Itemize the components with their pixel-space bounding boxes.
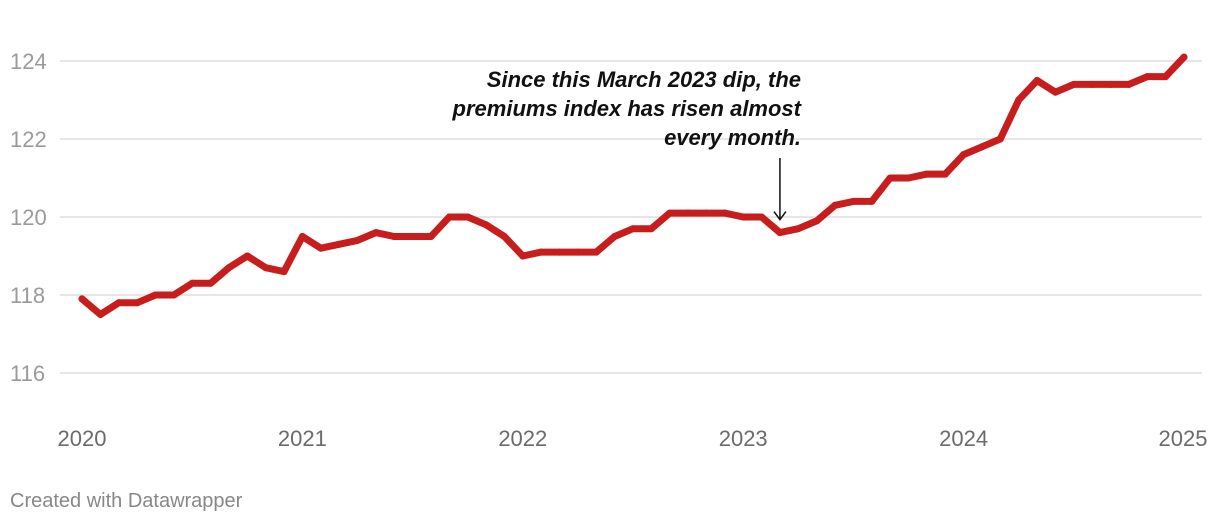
data-point xyxy=(188,279,196,287)
data-point xyxy=(1107,80,1114,88)
data-point xyxy=(1088,80,1096,88)
y-tick-label: 116 xyxy=(10,361,45,386)
data-point xyxy=(721,209,729,217)
data-point xyxy=(1070,80,1078,88)
x-tick-label: 2023 xyxy=(719,426,768,451)
data-point xyxy=(317,244,325,252)
data-point xyxy=(629,225,637,233)
data-point xyxy=(684,209,692,217)
annotation-text-line: premiums index has risen almost xyxy=(452,96,803,121)
annotation-layer: Since this March 2023 dip, the premiums i… xyxy=(452,67,803,221)
data-point xyxy=(445,213,453,221)
data-point xyxy=(225,264,233,272)
data-point xyxy=(758,213,766,221)
data-point xyxy=(537,248,545,256)
data-point xyxy=(298,233,306,240)
data-point xyxy=(1125,80,1133,88)
x-tick-label: 2025 xyxy=(1159,426,1208,451)
data-point xyxy=(243,252,251,260)
data-point xyxy=(390,233,398,240)
x-tick-label: 2020 xyxy=(58,426,107,451)
data-point xyxy=(207,279,215,287)
data-point xyxy=(923,170,931,178)
data-point xyxy=(372,229,380,237)
data-point xyxy=(849,197,857,205)
x-axis-ticks: 2020 2021 2022 2023 2024 2025 xyxy=(58,426,1208,451)
y-axis-ticks: 116 118 120 122 124 xyxy=(10,49,47,386)
data-point xyxy=(519,252,527,260)
data-point xyxy=(115,299,123,307)
data-point xyxy=(280,268,288,276)
data-point xyxy=(170,291,178,299)
data-point xyxy=(1033,77,1041,84)
data-point xyxy=(78,295,86,303)
data-point xyxy=(482,221,490,229)
data-point xyxy=(556,248,563,256)
annotation-text-line: Since this March 2023 dip, the xyxy=(487,67,801,92)
data-point xyxy=(500,233,508,240)
data-point xyxy=(739,213,747,221)
data-point xyxy=(960,151,968,159)
data-point xyxy=(427,233,435,240)
series-layer xyxy=(78,53,1188,318)
data-point xyxy=(1162,73,1170,81)
data-point xyxy=(666,209,674,217)
data-point xyxy=(886,174,894,182)
x-tick-label: 2024 xyxy=(939,426,988,451)
data-point xyxy=(813,217,821,225)
data-point xyxy=(354,236,361,244)
data-point xyxy=(262,264,270,272)
data-point xyxy=(647,225,655,233)
data-point xyxy=(1051,88,1059,96)
data-point xyxy=(1015,96,1023,104)
data-point xyxy=(905,174,912,182)
y-tick-label: 124 xyxy=(10,49,47,74)
footer-credit: Created with Datawrapper xyxy=(10,490,243,512)
data-point xyxy=(611,233,619,240)
x-tick-label: 2022 xyxy=(498,426,547,451)
series-points xyxy=(78,53,1188,318)
data-point xyxy=(794,225,802,233)
data-point xyxy=(592,248,600,256)
data-point xyxy=(978,143,986,151)
data-point xyxy=(868,197,876,205)
data-point xyxy=(335,240,343,248)
data-point xyxy=(574,248,582,256)
data-point xyxy=(703,209,710,217)
gridlines xyxy=(60,60,1202,374)
data-point xyxy=(1180,53,1188,61)
data-point xyxy=(464,213,472,221)
annotation-arrow-head xyxy=(773,211,787,221)
data-point xyxy=(831,201,839,209)
data-point xyxy=(96,311,104,318)
annotation-text-line: every month. xyxy=(664,125,801,150)
y-tick-label: 118 xyxy=(10,283,45,308)
data-point xyxy=(776,229,784,237)
data-point xyxy=(409,233,417,240)
data-point xyxy=(152,291,159,299)
data-point xyxy=(1143,73,1151,81)
data-point xyxy=(133,299,141,307)
data-point xyxy=(941,170,949,178)
x-tick-label: 2021 xyxy=(278,426,327,451)
y-tick-label: 120 xyxy=(10,205,47,230)
data-point xyxy=(996,135,1004,143)
y-tick-label: 122 xyxy=(10,127,47,152)
